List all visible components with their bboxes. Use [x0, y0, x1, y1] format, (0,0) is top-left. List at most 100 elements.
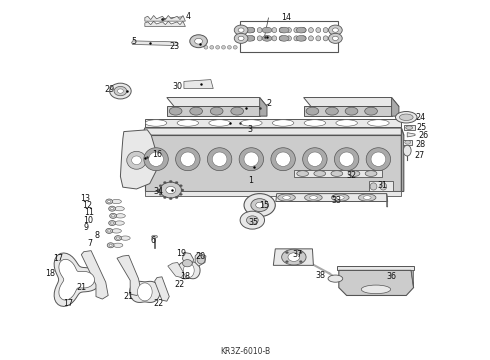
- Polygon shape: [276, 194, 388, 202]
- Ellipse shape: [144, 148, 168, 171]
- Polygon shape: [138, 283, 152, 301]
- Ellipse shape: [152, 235, 158, 238]
- Text: 7: 7: [87, 239, 92, 248]
- Ellipse shape: [358, 194, 376, 201]
- Ellipse shape: [328, 275, 343, 282]
- Ellipse shape: [239, 148, 264, 171]
- Ellipse shape: [287, 28, 292, 33]
- Ellipse shape: [180, 152, 195, 166]
- Ellipse shape: [265, 28, 270, 33]
- Ellipse shape: [241, 120, 262, 126]
- Ellipse shape: [308, 152, 322, 166]
- Polygon shape: [145, 192, 401, 196]
- Ellipse shape: [210, 107, 223, 115]
- Text: 17: 17: [53, 254, 63, 263]
- Ellipse shape: [243, 28, 247, 33]
- Ellipse shape: [405, 140, 411, 144]
- Ellipse shape: [265, 36, 270, 41]
- Text: 22: 22: [153, 299, 163, 308]
- Polygon shape: [411, 270, 414, 288]
- Ellipse shape: [210, 45, 214, 49]
- Text: 19: 19: [176, 249, 187, 258]
- Polygon shape: [155, 277, 169, 301]
- Text: 16: 16: [152, 150, 162, 159]
- Bar: [403, 140, 412, 145]
- Ellipse shape: [159, 185, 162, 187]
- Text: 8: 8: [95, 231, 100, 240]
- Ellipse shape: [179, 193, 182, 195]
- Ellipse shape: [111, 208, 114, 210]
- Ellipse shape: [112, 215, 115, 217]
- Ellipse shape: [299, 252, 302, 253]
- Ellipse shape: [329, 33, 342, 43]
- Ellipse shape: [294, 28, 299, 33]
- Ellipse shape: [296, 27, 306, 33]
- Ellipse shape: [279, 27, 289, 33]
- Ellipse shape: [106, 228, 113, 233]
- Polygon shape: [145, 15, 185, 21]
- Ellipse shape: [108, 201, 111, 203]
- Ellipse shape: [116, 214, 125, 218]
- Ellipse shape: [149, 152, 163, 166]
- Text: 18: 18: [180, 271, 191, 280]
- Polygon shape: [407, 133, 415, 137]
- Ellipse shape: [257, 36, 262, 41]
- Ellipse shape: [365, 171, 377, 176]
- Ellipse shape: [190, 107, 202, 115]
- Polygon shape: [304, 107, 392, 116]
- Ellipse shape: [310, 196, 318, 199]
- Polygon shape: [195, 252, 206, 266]
- Polygon shape: [177, 262, 200, 279]
- Ellipse shape: [368, 120, 389, 126]
- Text: 5: 5: [131, 37, 136, 46]
- Ellipse shape: [238, 36, 244, 41]
- Ellipse shape: [256, 202, 264, 208]
- Ellipse shape: [262, 36, 272, 41]
- Ellipse shape: [110, 213, 117, 219]
- Ellipse shape: [233, 45, 237, 49]
- Ellipse shape: [283, 196, 291, 199]
- Ellipse shape: [348, 171, 360, 176]
- Ellipse shape: [179, 185, 182, 187]
- Ellipse shape: [250, 36, 255, 41]
- Ellipse shape: [406, 126, 413, 130]
- Text: 35: 35: [249, 218, 259, 227]
- Ellipse shape: [112, 199, 122, 204]
- Ellipse shape: [175, 148, 200, 171]
- Ellipse shape: [370, 183, 377, 190]
- Ellipse shape: [240, 211, 265, 229]
- Polygon shape: [339, 270, 414, 296]
- Ellipse shape: [163, 197, 166, 199]
- Ellipse shape: [109, 244, 112, 246]
- Polygon shape: [392, 98, 399, 116]
- Ellipse shape: [114, 86, 127, 96]
- Ellipse shape: [323, 36, 328, 41]
- Ellipse shape: [107, 243, 114, 248]
- Text: 29: 29: [104, 85, 114, 94]
- Ellipse shape: [108, 230, 111, 232]
- Ellipse shape: [109, 221, 116, 226]
- Ellipse shape: [227, 45, 231, 49]
- Text: 24: 24: [416, 113, 426, 122]
- Ellipse shape: [403, 145, 411, 156]
- Ellipse shape: [238, 28, 244, 32]
- Polygon shape: [145, 119, 401, 127]
- Polygon shape: [145, 135, 401, 192]
- Ellipse shape: [112, 229, 122, 233]
- Ellipse shape: [366, 148, 391, 171]
- Ellipse shape: [257, 28, 262, 33]
- Ellipse shape: [304, 120, 326, 126]
- Ellipse shape: [371, 152, 386, 166]
- Ellipse shape: [296, 36, 306, 41]
- Ellipse shape: [309, 28, 314, 33]
- Polygon shape: [387, 194, 388, 207]
- Polygon shape: [167, 98, 267, 107]
- Ellipse shape: [251, 199, 269, 212]
- Ellipse shape: [294, 36, 299, 41]
- Ellipse shape: [212, 152, 227, 166]
- Polygon shape: [294, 170, 382, 177]
- Ellipse shape: [339, 152, 354, 166]
- Ellipse shape: [231, 107, 244, 115]
- Ellipse shape: [334, 148, 359, 171]
- Text: 13: 13: [80, 194, 90, 203]
